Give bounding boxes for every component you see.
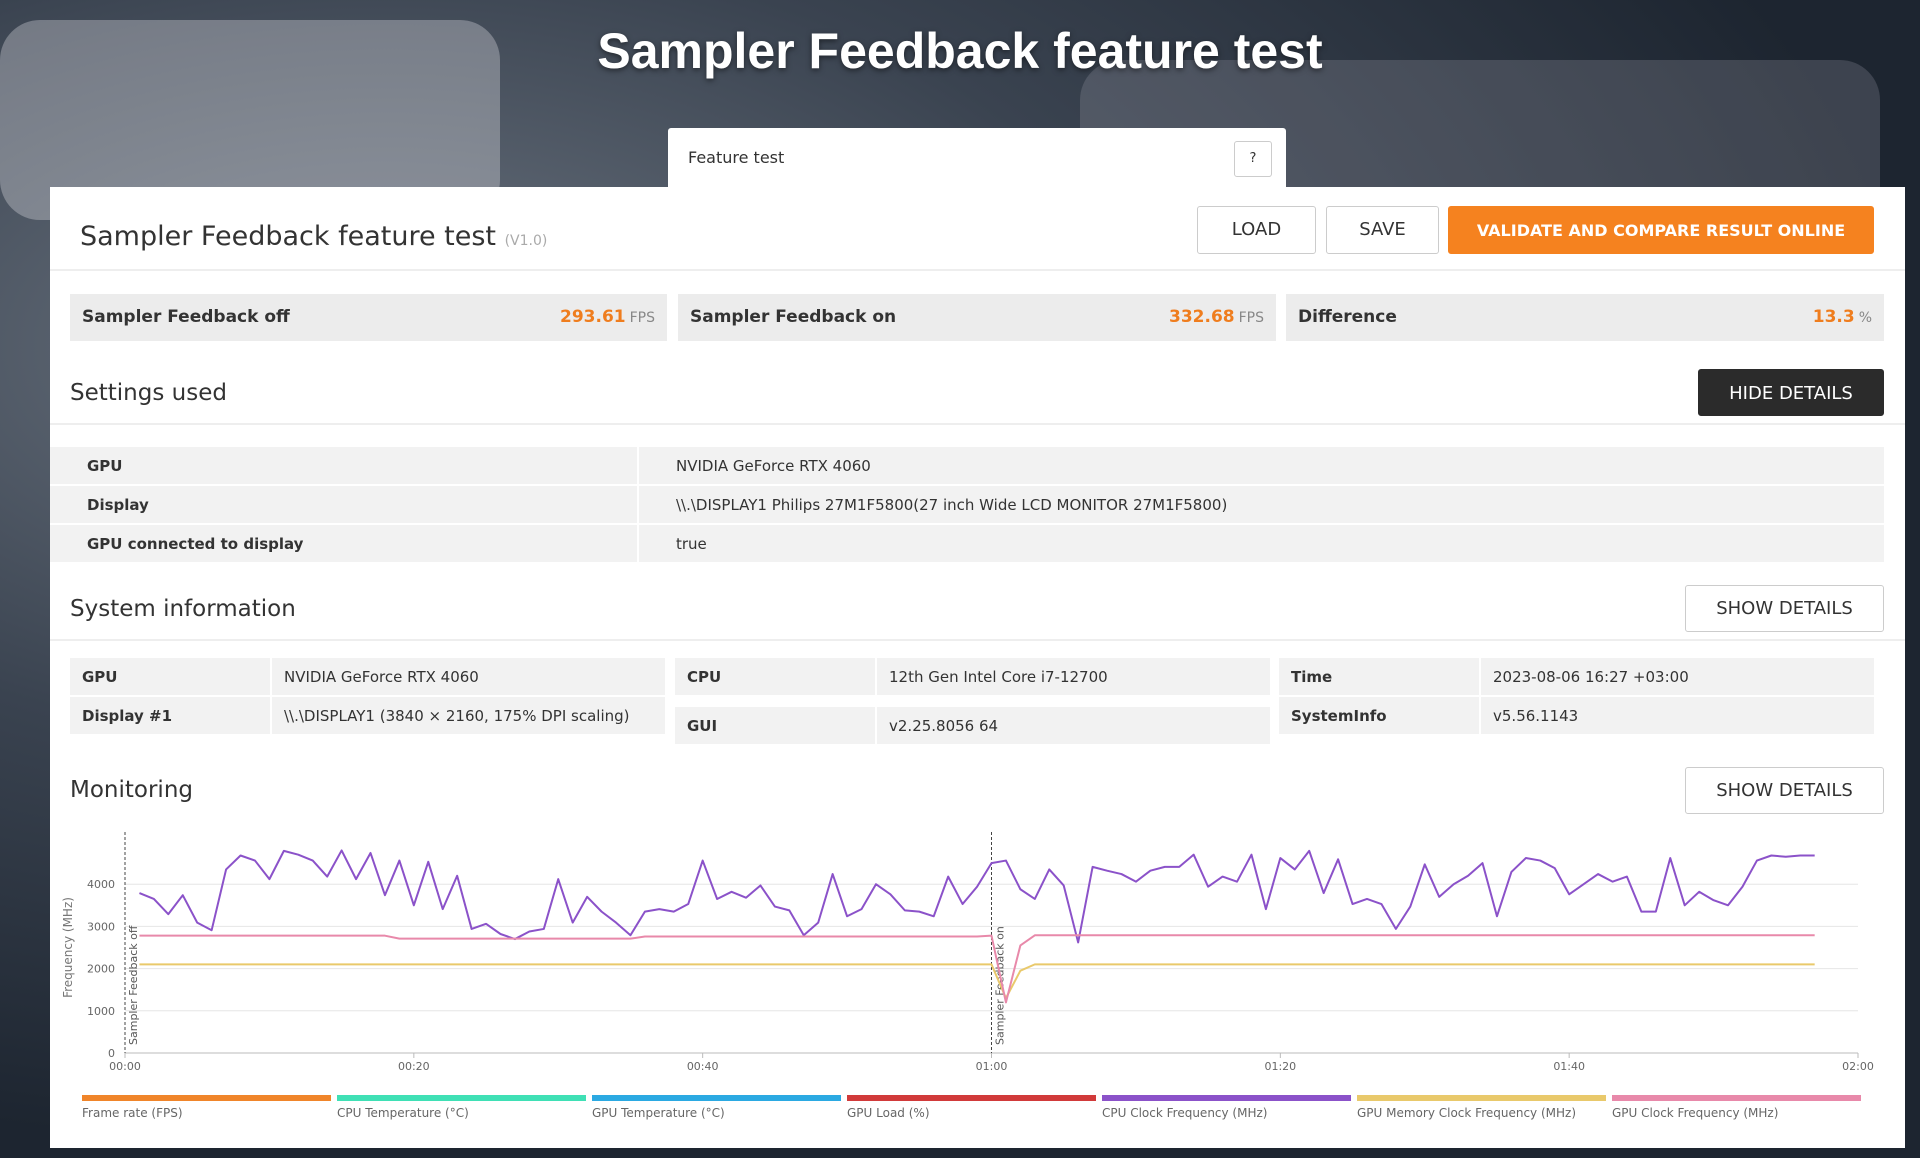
score-value: 13.3 [1812,307,1855,327]
section-title: System information [70,596,296,622]
score-label: Sampler Feedback off [82,307,290,327]
hide-details-button[interactable]: HIDE DETAILS [1698,369,1884,416]
legend-label: CPU Clock Frequency (MHz) [1102,1106,1267,1120]
system-cell: Display #1 \\.\DISPLAY1 (3840 × 2160, 175… [70,697,665,734]
system-value: v5.56.1143 [1479,697,1578,734]
section-title: Monitoring [70,777,193,803]
x-tick-label: 02:00 [1842,1060,1874,1073]
y-tick-label: 1000 [87,1005,115,1018]
score-value-wrap: 332.68 FPS [1169,307,1264,327]
legend-swatch [592,1095,841,1101]
system-cell: CPU 12th Gen Intel Core i7-12700 [675,658,1270,695]
series-line [139,934,1815,1004]
result-title: Sampler Feedback feature test [80,221,496,252]
system-cell: GPU NVIDIA GeForce RTX 4060 [70,658,665,695]
system-key: CPU [687,668,722,686]
y-axis-title: Frequency (MHz) [61,897,75,998]
legend-swatch [1357,1095,1606,1101]
separator [50,423,1905,425]
setting-value: true [637,525,707,562]
score-value: 332.68 [1169,307,1235,327]
validate-button[interactable]: VALIDATE AND COMPARE RESULT ONLINE [1448,206,1874,254]
score-label: Difference [1298,307,1397,327]
system-key: SystemInfo [1291,707,1387,725]
y-tick-label: 3000 [87,920,115,933]
x-tick-label: 01:00 [976,1060,1008,1073]
series-line [139,849,1815,944]
save-button[interactable]: SAVE [1326,206,1439,254]
score-box: Difference 13.3% [1286,294,1884,341]
settings-row: Display \\.\DISPLAY1 Philips 27M1F5800(27… [50,486,1884,523]
show-details-button[interactable]: SHOW DETAILS [1685,767,1884,814]
score-unit: % [1858,310,1872,326]
load-button[interactable]: LOAD [1197,206,1316,254]
settings-row: GPU NVIDIA GeForce RTX 4060 [50,447,1884,484]
x-tick-label: 00:40 [687,1060,719,1073]
section-title: Settings used [70,380,227,406]
score-box: Sampler Feedback off 293.61 FPS [70,294,667,341]
legend-swatch [1102,1095,1351,1101]
system-cell: SystemInfo v5.56.1143 [1279,697,1874,734]
system-key: Display #1 [82,707,173,725]
legend-label: GPU Load (%) [847,1106,930,1120]
score-value-wrap: 13.3% [1813,307,1872,327]
background-shape [0,20,500,220]
legend-label: CPU Temperature (°C) [337,1106,469,1120]
show-details-button[interactable]: SHOW DETAILS [1685,585,1884,632]
setting-key: GPU [87,457,123,475]
event-marker-label: Sampler Feedback off [127,925,140,1045]
legend-swatch [82,1095,331,1101]
setting-value: \\.\DISPLAY1 Philips 27M1F5800(27 inch W… [637,486,1227,523]
tab-label: Feature test [688,148,785,167]
version: (V1.0) [504,233,548,249]
legend-swatch [847,1095,1096,1101]
legend-label: GPU Clock Frequency (MHz) [1612,1106,1778,1120]
x-tick-label: 01:40 [1553,1060,1585,1073]
monitoring-chart: 0 1000 2000 3000 4000 Frequency (MHz) 00:00 00:… [61,832,1874,1120]
legend-swatch [1612,1095,1861,1101]
score-value: 293.61 [560,307,626,327]
result-title-wrap: Sampler Feedback feature test (V1.0) [80,221,547,252]
system-key: Time [1291,668,1333,686]
separator [50,269,1905,271]
x-tick-label: 00:20 [398,1060,430,1073]
settings-row: GPU connected to display true [50,525,1884,562]
system-key: GUI [687,717,718,735]
system-value: 12th Gen Intel Core i7-12700 [875,658,1108,695]
help-button[interactable]: ? [1234,141,1272,177]
setting-key: GPU connected to display [87,535,304,553]
legend-label: Frame rate (FPS) [82,1106,183,1120]
setting-value: NVIDIA GeForce RTX 4060 [637,447,871,484]
y-tick-label: 4000 [87,878,115,891]
y-tick-label: 2000 [87,963,115,976]
x-tick-label: 00:00 [109,1060,141,1073]
system-value: NVIDIA GeForce RTX 4060 [270,658,479,695]
y-tick-label: 0 [108,1047,115,1060]
score-label: Sampler Feedback on [690,307,897,327]
system-cell: GUI v2.25.8056 64 [675,707,1270,744]
tab[interactable]: Feature test ? [668,128,1286,188]
result-panel: Sampler Feedback feature test (V1.0) LOA… [50,187,1905,1148]
system-cell: Time 2023-08-06 16:27 +03:00 [1279,658,1874,695]
score-value-wrap: 293.61 FPS [560,307,655,327]
system-key: GPU [82,668,118,686]
separator [50,639,1905,641]
series-line [139,963,1815,1000]
score-unit: FPS [1238,310,1264,326]
page-title: Sampler Feedback feature test [597,23,1323,79]
system-value: \\.\DISPLAY1 (3840 × 2160, 175% DPI scal… [270,697,630,734]
system-value: v2.25.8056 64 [875,707,998,744]
setting-key: Display [87,496,149,514]
system-value: 2023-08-06 16:27 +03:00 [1479,658,1689,695]
x-tick-label: 01:20 [1264,1060,1296,1073]
legend-label: GPU Memory Clock Frequency (MHz) [1357,1106,1576,1120]
legend-label: GPU Temperature (°C) [592,1106,725,1120]
legend-swatch [337,1095,586,1101]
score-box: Sampler Feedback on 332.68 FPS [678,294,1276,341]
score-unit: FPS [629,310,655,326]
